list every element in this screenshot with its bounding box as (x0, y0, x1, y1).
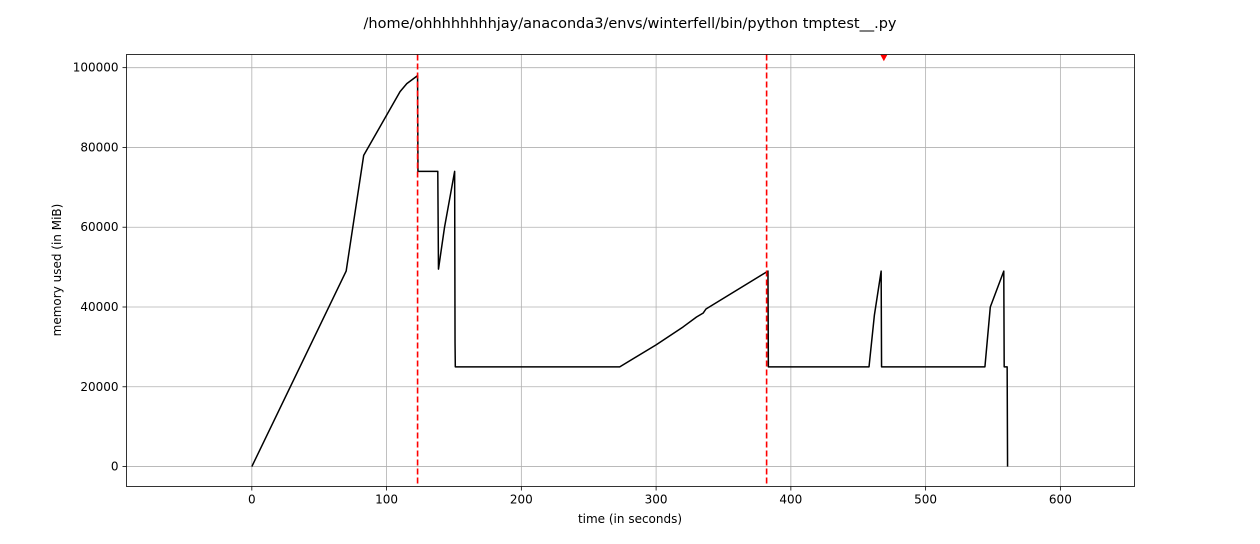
ticks: 0 100 200 300 400 500 600 0 20000 40000 60000 80000… (73, 61, 1072, 507)
y-axis-label: memory used (in MiB) (50, 204, 64, 337)
y-tick-label: 40000 (80, 300, 118, 314)
x-tick-label: 200 (510, 493, 533, 507)
x-tick-label: 300 (645, 493, 668, 507)
plot-frame (126, 54, 1135, 487)
x-tick-label: 0 (248, 493, 256, 507)
plot-data (251, 54, 1009, 487)
y-tick-label: 60000 (80, 220, 118, 234)
x-axis-label: time (in seconds) (578, 512, 682, 526)
y-tick-label: 80000 (80, 140, 118, 154)
chart-title: /home/ohhhhhhhhjay/anaconda3/envs/winter… (364, 16, 897, 32)
x-tick-label: 100 (375, 493, 398, 507)
x-tick-label: 500 (914, 493, 937, 507)
x-tick-label: 600 (1049, 493, 1072, 507)
x-tick-label: 400 (779, 493, 802, 507)
y-tick-label: 20000 (80, 380, 118, 394)
grid (126, 54, 1135, 487)
y-tick-label: 0 (111, 460, 119, 474)
peak-marker (880, 54, 888, 62)
y-tick-label: 100000 (73, 61, 119, 75)
